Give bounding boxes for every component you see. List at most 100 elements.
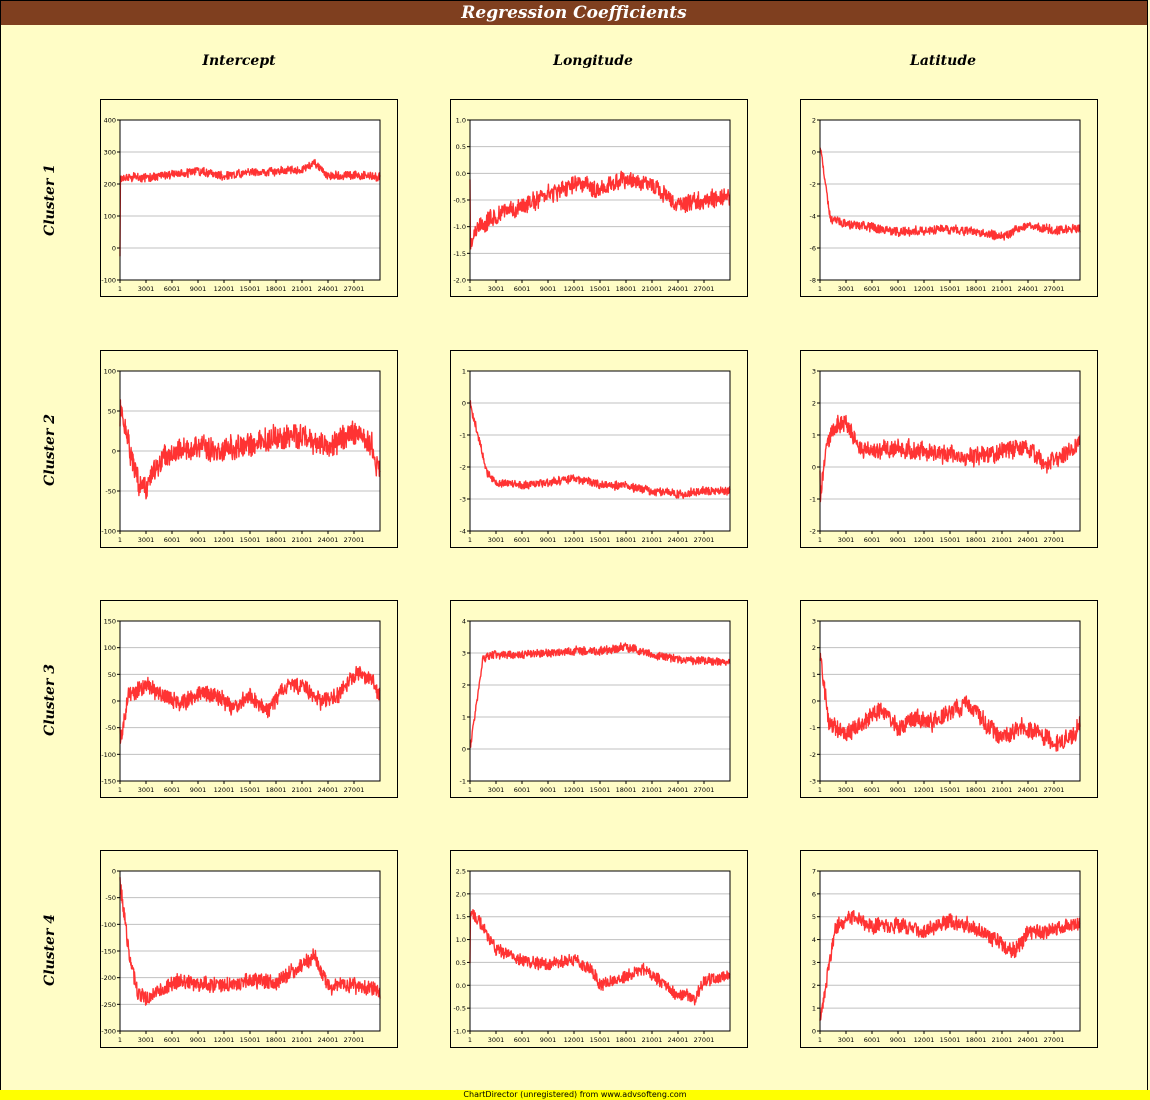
x-tick-label: 24001 <box>1018 536 1039 544</box>
x-tick-label: 6001 <box>164 536 181 544</box>
column-header-longitude: Longitude <box>553 53 633 69</box>
chart-panel-cluster-2-longitude: 1 0 -1 -2 -3 -4 1 3001 6001 9001 12001 15001 18001 21… <box>450 350 748 548</box>
y-tick-label: -0.5 <box>453 197 466 205</box>
x-tick-label: 24001 <box>318 1036 339 1044</box>
x-tick-label: 6001 <box>514 786 531 794</box>
x-tick-label: 15001 <box>590 1036 611 1044</box>
x-tick-label: 9001 <box>190 786 207 794</box>
y-tick-label: 1 <box>812 1005 816 1013</box>
series-line <box>469 400 731 500</box>
x-tick-label: 1 <box>818 285 822 293</box>
x-tick-label: 1 <box>118 1036 122 1044</box>
x-tick-label: 24001 <box>1018 285 1039 293</box>
y-tick-label: 0 <box>462 746 466 754</box>
x-tick-label: 27001 <box>694 1036 715 1044</box>
page-title: Regression Coefficients <box>1 1 1147 25</box>
y-tick-label: -2 <box>810 528 816 536</box>
y-tick-label: 2 <box>462 682 466 690</box>
y-tick-label: 0 <box>112 868 116 876</box>
y-tick-label: -100 <box>101 751 116 759</box>
x-tick-label: 21001 <box>992 536 1013 544</box>
series-line <box>819 910 1081 1021</box>
x-tick-label: 9001 <box>540 285 557 293</box>
y-tick-label: 1.0 <box>456 936 466 944</box>
x-tick-label: 21001 <box>992 285 1013 293</box>
y-tick-label: -6 <box>810 245 816 253</box>
x-tick-label: 9001 <box>190 536 207 544</box>
y-tick-label: 0.5 <box>456 959 466 967</box>
chart-panel-cluster-4-intercept: 0 -50 -100 -150 -200 -250 -300 1 3001 6001 9001 120… <box>100 850 398 1048</box>
x-tick-label: 3001 <box>838 536 855 544</box>
x-tick-label: 15001 <box>590 285 611 293</box>
y-tick-label: -250 <box>101 1001 116 1009</box>
x-tick-label: 18001 <box>616 536 637 544</box>
x-tick-label: 6001 <box>164 285 181 293</box>
x-tick-label: 12001 <box>564 285 585 293</box>
x-tick-label: 1 <box>118 285 122 293</box>
x-tick-label: 1 <box>468 786 472 794</box>
y-tick-label: -150 <box>101 948 116 956</box>
chart-panel-cluster-1-intercept: 400 300 200 100 0 -100 1 3001 6001 9001 12001 15001… <box>100 99 398 297</box>
y-tick-label: 2 <box>812 400 816 408</box>
x-tick-label: 27001 <box>694 285 715 293</box>
chart-panel-cluster-1-latitude: 2 0 -2 -4 -6 -8 1 3001 6001 9001 12001 15001 18001 21… <box>800 99 1098 297</box>
y-tick-label: -100 <box>101 528 116 536</box>
plot-area <box>820 871 1080 1031</box>
y-tick-label: 300 <box>104 149 116 157</box>
x-tick-label: 21001 <box>642 285 663 293</box>
plot-border <box>119 119 381 281</box>
x-tick-label: 9001 <box>890 1036 907 1044</box>
series-line <box>819 652 1081 752</box>
y-tick-label: -50 <box>105 488 116 496</box>
y-tick-label: 50 <box>108 671 116 679</box>
y-tick-label: -3 <box>810 778 816 786</box>
y-tick-label: -1.5 <box>453 250 466 258</box>
y-tick-label: 1 <box>812 432 816 440</box>
x-tick-label: 18001 <box>966 536 987 544</box>
x-tick-label: 6001 <box>864 285 881 293</box>
x-tick-label: 12001 <box>214 1036 235 1044</box>
row-header-cluster-1: Cluster 1 <box>42 164 58 236</box>
x-tick-label: 21001 <box>292 1036 313 1044</box>
x-tick-label: 3001 <box>138 786 155 794</box>
y-tick-label: 0 <box>112 245 116 253</box>
x-tick-label: 12001 <box>564 536 585 544</box>
x-tick-label: 3001 <box>488 536 505 544</box>
x-tick-label: 9001 <box>190 285 207 293</box>
x-tick-label: 3001 <box>838 285 855 293</box>
x-tick-label: 6001 <box>864 1036 881 1044</box>
y-tick-label: 0 <box>812 464 816 472</box>
x-tick-label: 15001 <box>940 536 961 544</box>
series-line <box>119 877 381 1006</box>
x-tick-label: 24001 <box>668 285 689 293</box>
x-tick-label: 15001 <box>940 786 961 794</box>
y-tick-label: 1.5 <box>456 913 466 921</box>
x-tick-label: 18001 <box>616 786 637 794</box>
x-tick-label: 27001 <box>694 786 715 794</box>
y-tick-label: 3 <box>812 959 816 967</box>
y-tick-label: -1.0 <box>453 1028 466 1036</box>
x-tick-label: 15001 <box>590 536 611 544</box>
plot-border <box>819 620 1081 782</box>
x-tick-label: 15001 <box>940 285 961 293</box>
y-tick-label: 100 <box>104 213 116 221</box>
x-tick-label: 27001 <box>344 786 365 794</box>
x-tick-label: 6001 <box>864 536 881 544</box>
y-tick-label: -50 <box>105 894 116 902</box>
y-tick-label: 4 <box>812 936 816 944</box>
x-tick-label: 27001 <box>694 536 715 544</box>
y-tick-label: -2 <box>810 751 816 759</box>
y-tick-label: 50 <box>108 408 116 416</box>
y-tick-label: 2 <box>812 117 816 125</box>
series-line <box>469 642 731 748</box>
column-header-intercept: Intercept <box>202 53 276 69</box>
y-tick-label: -100 <box>101 921 116 929</box>
y-tick-label: 5 <box>812 913 816 921</box>
x-tick-label: 6001 <box>514 536 531 544</box>
x-tick-label: 21001 <box>292 786 313 794</box>
y-tick-label: -1 <box>810 724 816 732</box>
x-tick-label: 3001 <box>138 285 155 293</box>
y-tick-label: -2 <box>460 464 466 472</box>
